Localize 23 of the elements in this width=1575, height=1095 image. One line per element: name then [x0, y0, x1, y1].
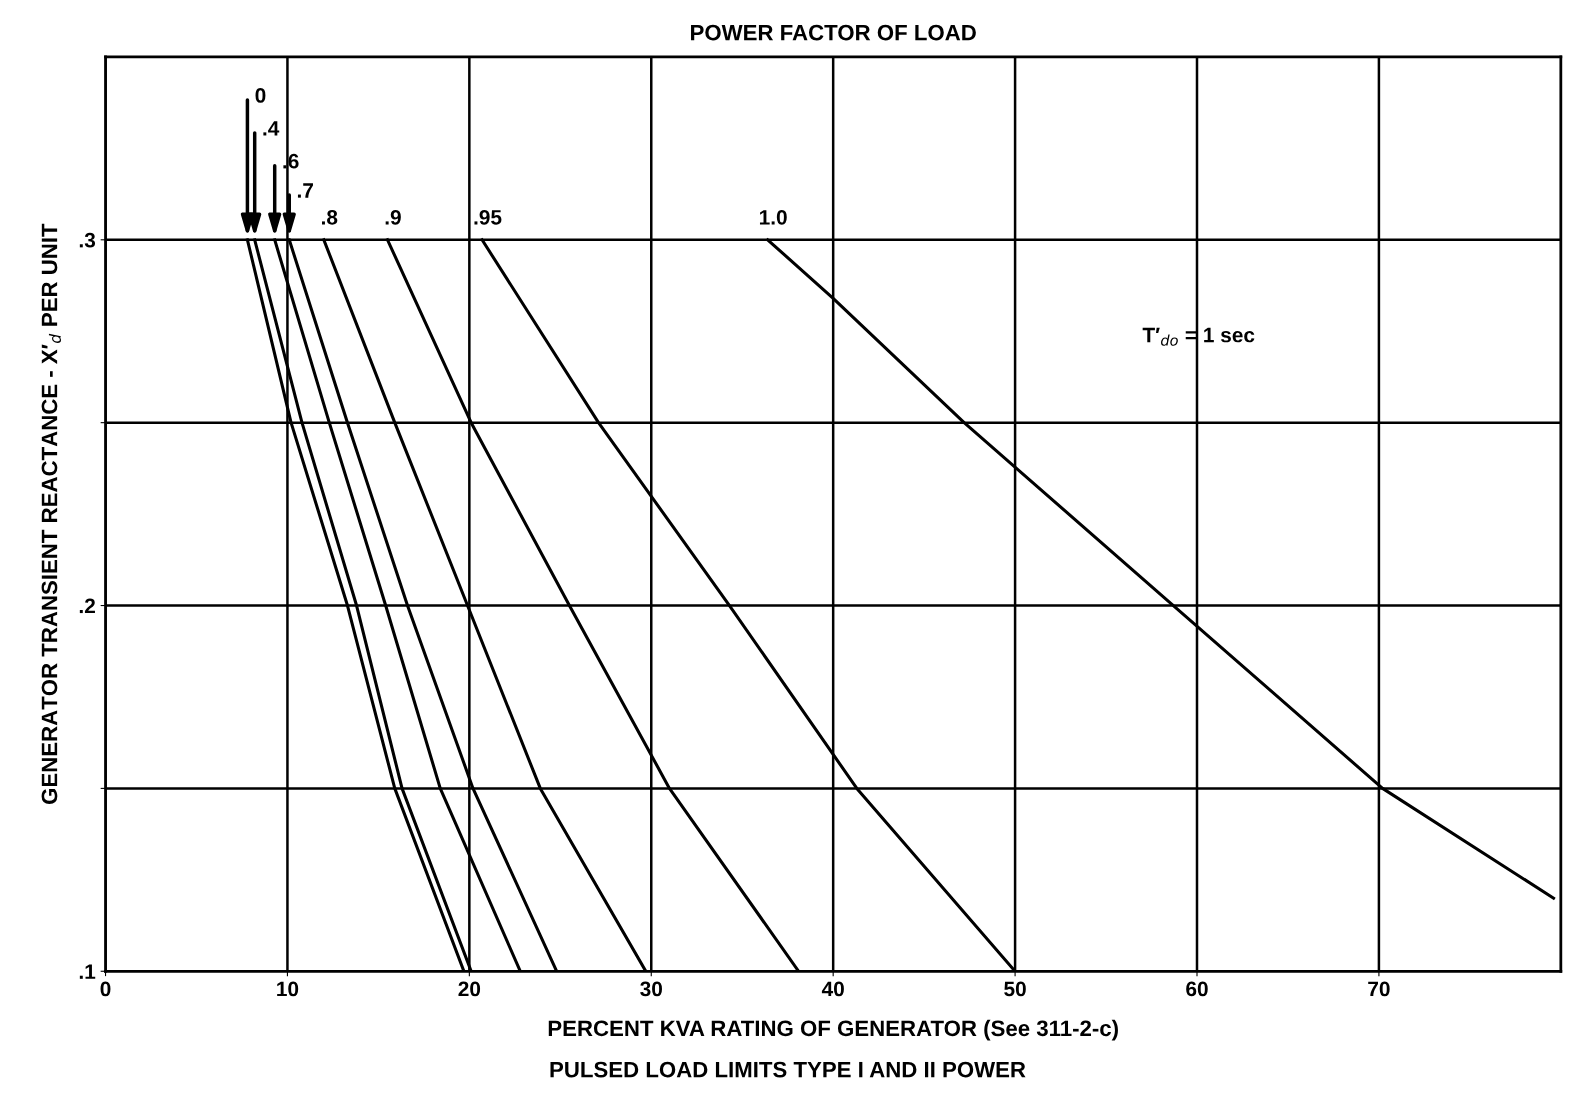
annotation: T′$_{do}$ = 1 sec — [1142, 327, 1255, 346]
text: 0 — [255, 88, 266, 103]
x-tick-label: 40 — [821, 981, 844, 997]
x-tick-label: 50 — [1004, 981, 1026, 997]
y-tick-label: .1 — [79, 964, 96, 979]
x-tick-label: 20 — [458, 981, 481, 997]
x-tick-label: 0 — [100, 981, 111, 997]
y-axis-title: GENERATOR TRANSIENT REACTANCE - X′$_{d}$ PER UNIT — [41, 223, 61, 804]
x-tick-label: 10 — [277, 981, 299, 997]
series-label: .95 — [474, 209, 502, 225]
text: .7 — [297, 183, 313, 198]
chart-title: POWER FACTOR OF LOAD — [691, 24, 976, 41]
y-tick-label: .3 — [79, 232, 96, 248]
series-label: 1.0 — [759, 209, 787, 225]
x-tick-label: 70 — [1368, 981, 1390, 997]
text: PULSED LOAD LIMITS TYPE I AND II POWER — [550, 1061, 1026, 1078]
x-tick-label: 60 — [1186, 981, 1208, 997]
series-label: .9 — [385, 209, 401, 225]
text: .4 — [263, 121, 280, 136]
y-tick-label: .2 — [79, 598, 95, 614]
x-tick-label: 30 — [640, 981, 662, 997]
legend-label: .8 — [322, 209, 338, 225]
x-axis-title: PERCENT KVA RATING OF GENERATOR (See 311-2-c) — [548, 1019, 1118, 1041]
